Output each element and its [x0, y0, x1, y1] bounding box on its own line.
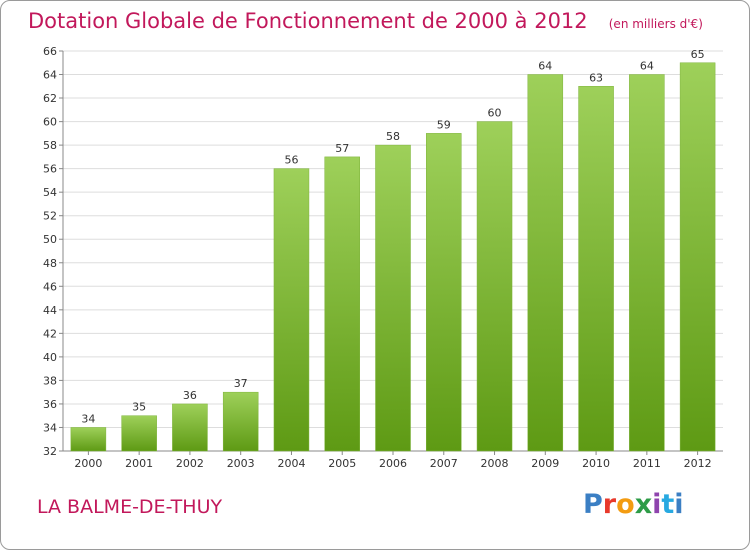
x-tick-label: 2009 [531, 457, 559, 470]
chart-title: Dotation Globale de Fonctionnement de 20… [28, 9, 588, 33]
data-label: 57 [335, 142, 349, 155]
data-label: 63 [589, 71, 603, 84]
y-tick-label: 48 [43, 257, 57, 270]
logo-letter: o [616, 489, 635, 520]
y-tick-label: 38 [43, 374, 57, 387]
x-tick-label: 2000 [74, 457, 102, 470]
y-tick-label: 50 [43, 233, 57, 246]
logo-letter: x [634, 489, 653, 520]
bar [172, 403, 208, 452]
y-tick-label: 44 [43, 304, 57, 317]
x-tick-label: 2001 [125, 457, 153, 470]
data-label: 59 [437, 118, 451, 131]
data-label: 64 [640, 60, 654, 73]
bar [578, 86, 614, 452]
bar [426, 133, 462, 452]
bar [629, 74, 665, 452]
y-tick-label: 66 [43, 45, 57, 58]
data-label: 58 [386, 130, 400, 143]
y-tick-label: 58 [43, 139, 57, 152]
data-label: 34 [81, 412, 95, 425]
y-tick-label: 64 [43, 69, 57, 82]
x-tick-label: 2006 [379, 457, 407, 470]
y-tick-label: 34 [43, 421, 57, 434]
data-label: 37 [234, 377, 248, 390]
commune-name: LA BALME-DE-THUY [37, 496, 223, 518]
logo-letter: r [602, 489, 617, 520]
data-label: 60 [488, 107, 502, 120]
x-tick-label: 2012 [684, 457, 712, 470]
logo-letter: t [661, 489, 675, 520]
y-tick-label: 42 [43, 327, 57, 340]
logo-letter: P [583, 489, 603, 520]
data-label: 35 [132, 401, 146, 414]
y-tick-label: 56 [43, 163, 57, 176]
proxiti-logo: Proxiti [583, 489, 684, 520]
y-tick-label: 32 [43, 445, 57, 458]
bar [121, 415, 157, 452]
bar [375, 144, 411, 452]
x-tick-label: 2010 [582, 457, 610, 470]
x-tick-label: 2007 [430, 457, 458, 470]
data-label: 56 [284, 154, 298, 167]
y-tick-label: 54 [43, 186, 57, 199]
chart-unit: (en milliers d'€) [608, 17, 703, 31]
data-label: 65 [691, 48, 705, 61]
bars [70, 62, 716, 452]
bar [273, 168, 310, 452]
y-tick-label: 46 [43, 280, 57, 293]
data-label: 64 [538, 60, 552, 73]
y-tick-label: 62 [43, 92, 57, 105]
labels: 32 34 36 38 40 42 44 46 48 50 52 54 56 58 60 62 64 66 34 20… [43, 45, 712, 470]
bar [527, 74, 564, 452]
logo-letter: i [674, 489, 684, 520]
x-tick-label: 2005 [328, 457, 356, 470]
y-tick-label: 60 [43, 116, 57, 129]
bar [476, 121, 513, 452]
x-tick-label: 2008 [481, 457, 509, 470]
data-label: 36 [183, 389, 197, 402]
bar [222, 391, 259, 452]
logo-letter: i [652, 489, 662, 520]
y-tick-label: 40 [43, 351, 57, 364]
bar [679, 62, 716, 452]
y-tick-label: 36 [43, 398, 57, 411]
x-tick-label: 2004 [277, 457, 305, 470]
x-tick-label: 2011 [633, 457, 661, 470]
x-tick-label: 2002 [176, 457, 204, 470]
x-tick-label: 2003 [227, 457, 255, 470]
chart-title-row: Dotation Globale de Fonctionnement de 20… [28, 9, 703, 33]
y-tick-label: 52 [43, 210, 57, 223]
bar [324, 156, 360, 452]
bar [70, 427, 107, 452]
